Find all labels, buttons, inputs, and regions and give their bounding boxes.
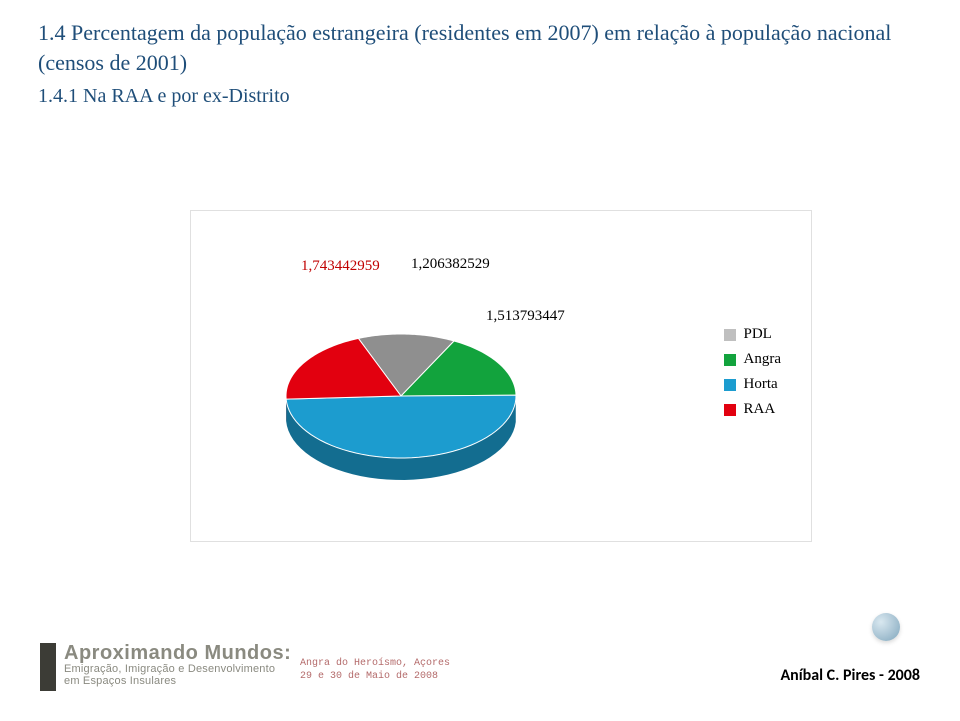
legend-label-horta: Horta	[744, 376, 778, 393]
footer-location: Angra do Heroísmo, Açores 29 e 30 de Mai…	[300, 658, 450, 683]
legend-label-pdl: PDL	[744, 326, 772, 343]
author-credit: Aníbal C. Pires - 2008	[780, 666, 920, 685]
legend-label-raa: RAA	[744, 401, 776, 418]
footer-sub2: em Espaços Insulares	[64, 676, 291, 688]
page-title: 1.4 Percentagem da população estrangeira…	[38, 18, 908, 77]
slice-label-pdl: 1,206382529	[411, 256, 490, 273]
pie-chart	[261, 306, 541, 506]
legend-item-pdl: PDL	[724, 326, 782, 343]
pie-chart-container: 1,206382529 1,513793447 4,362915221 1,74…	[190, 210, 812, 542]
chart-legend: PDL Angra Horta RAA	[724, 326, 782, 426]
logo-block	[40, 643, 56, 691]
decorative-sphere-icon	[872, 613, 900, 641]
legend-item-raa: RAA	[724, 401, 782, 418]
page-subtitle: 1.4.1 Na RAA e por ex-Distrito	[38, 83, 908, 110]
legend-label-angra: Angra	[744, 351, 782, 368]
footer-loc-line2: 29 e 30 de Maio de 2008	[300, 671, 450, 684]
legend-swatch-horta	[724, 379, 736, 391]
legend-item-horta: Horta	[724, 376, 782, 393]
legend-swatch-angra	[724, 354, 736, 366]
legend-swatch-pdl	[724, 329, 736, 341]
footer-loc-line1: Angra do Heroísmo, Açores	[300, 658, 450, 671]
footer-sub1: Emigração, Imigração e Desenvolvimento	[64, 664, 291, 676]
footer-logo: Aproximando Mundos: Emigração, Imigração…	[40, 643, 291, 691]
slice-label-raa: 1,743442959	[301, 258, 380, 275]
legend-item-angra: Angra	[724, 351, 782, 368]
legend-swatch-raa	[724, 404, 736, 416]
footer-brand: Aproximando Mundos:	[64, 643, 291, 664]
